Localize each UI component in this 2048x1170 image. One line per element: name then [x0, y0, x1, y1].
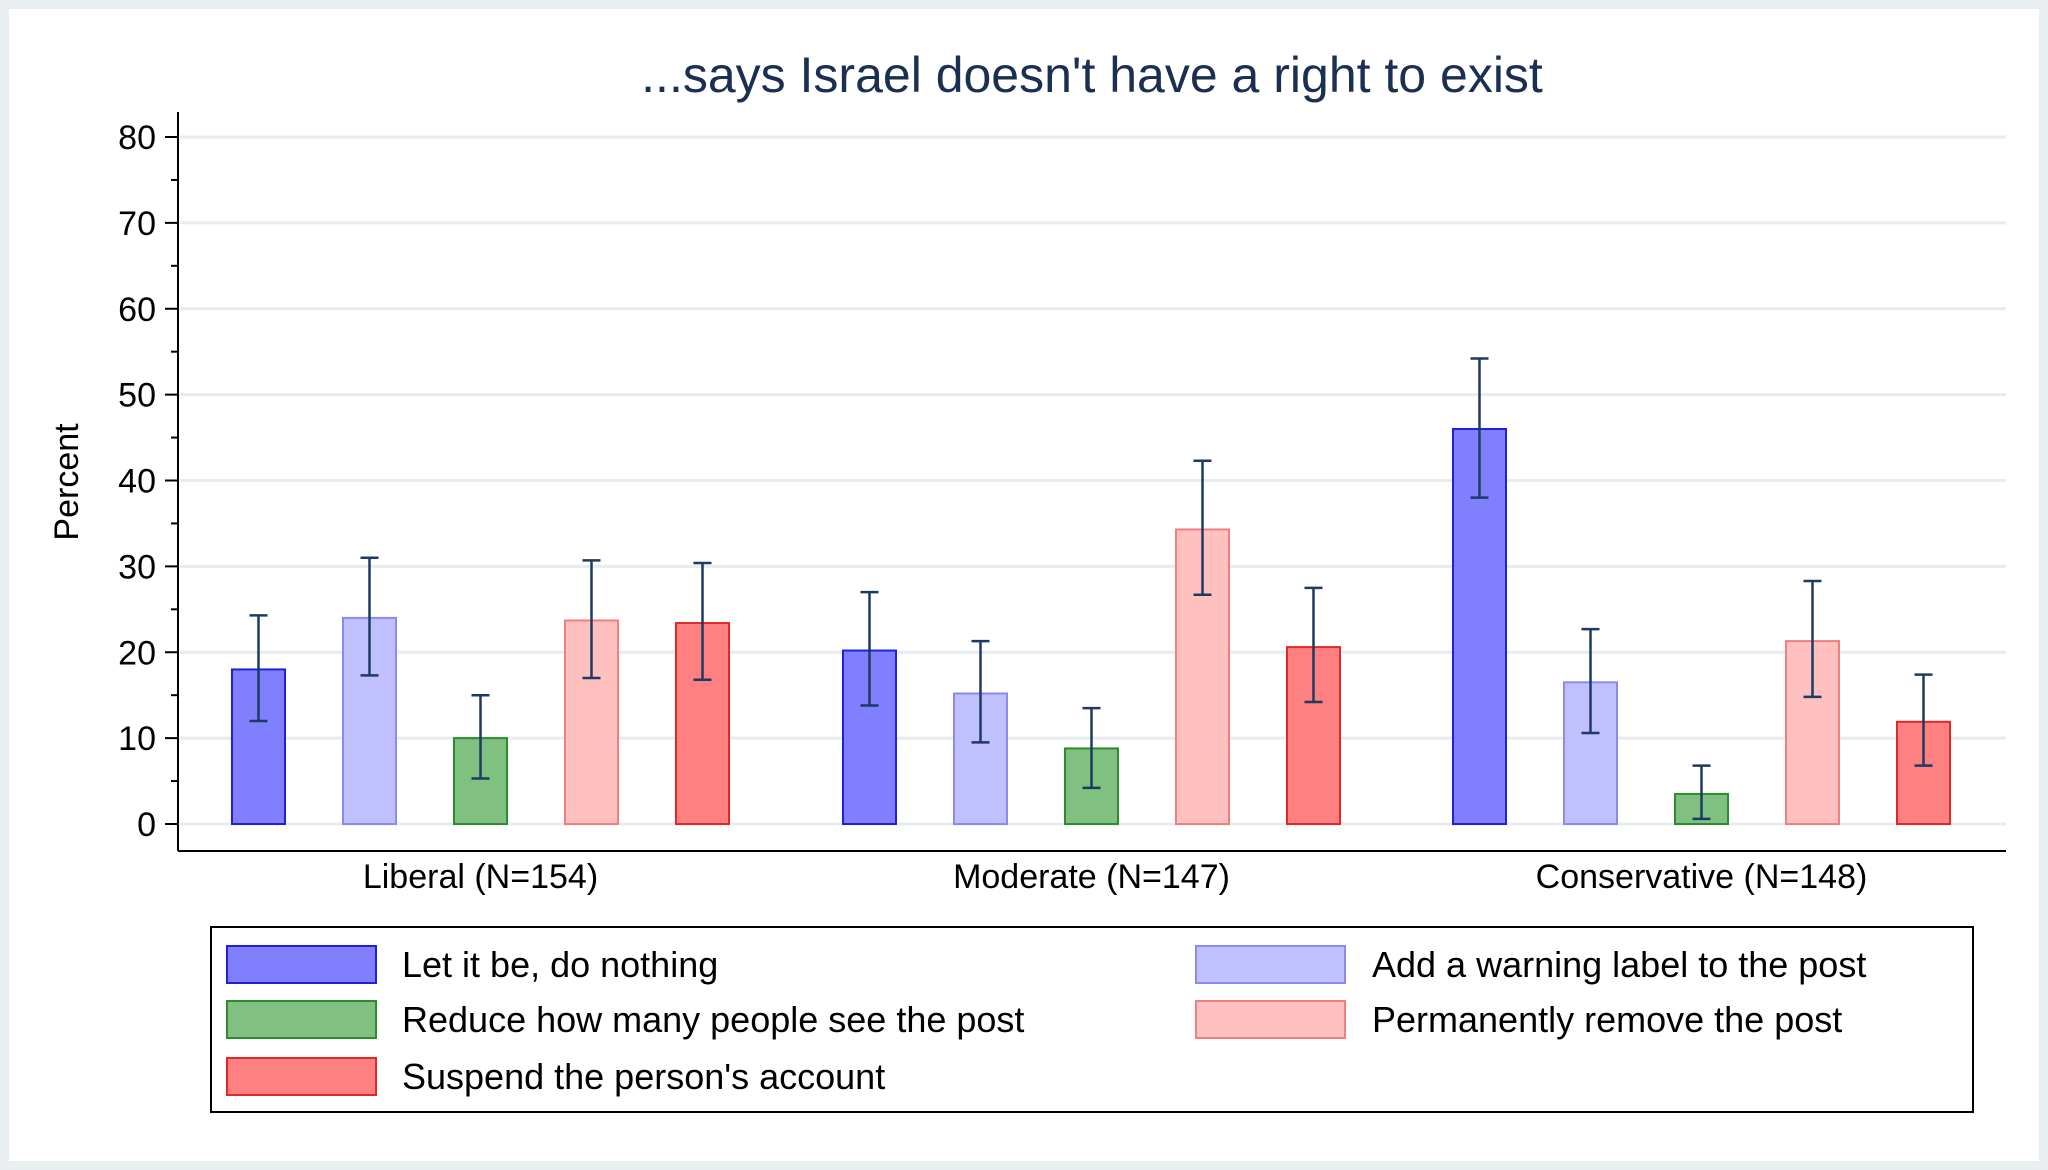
y-tick-label: 20	[118, 634, 156, 672]
y-tick-label: 10	[118, 720, 156, 758]
axes	[165, 112, 2006, 852]
x-tick-label: Conservative (N=148)	[1536, 858, 1868, 896]
error-bars	[249, 357, 1933, 821]
legend-swatch	[226, 945, 377, 984]
legend-label: Suspend the person's account	[402, 1056, 885, 1097]
legend-label: Permanently remove the post	[1372, 999, 1842, 1040]
y-tick-label: 0	[137, 806, 156, 844]
y-tick-label: 60	[118, 291, 156, 329]
legend-label: Let it be, do nothing	[402, 944, 718, 985]
gridlines	[180, 135, 2006, 826]
y-tick-label: 30	[118, 548, 156, 586]
legend-swatch	[1195, 945, 1346, 984]
y-axis-label: Percent	[48, 423, 86, 541]
legend-label: Add a warning label to the post	[1372, 944, 1866, 985]
legend: Let it be, do nothing Add a warning label…	[210, 926, 1974, 1113]
y-tick-label: 40	[118, 463, 156, 501]
bars	[231, 427, 1951, 826]
y-tick-label: 80	[118, 119, 156, 157]
legend-label: Reduce how many people see the post	[402, 999, 1024, 1040]
legend-box	[210, 926, 1974, 1113]
y-tick-label: 70	[118, 205, 156, 243]
legend-swatch	[226, 1057, 377, 1096]
legend-swatch	[1195, 1000, 1346, 1039]
legend-swatch	[226, 1000, 377, 1039]
x-tick-labels: Liberal (N=154) Moderate (N=147) Conservat…	[363, 858, 1867, 896]
y-tick-label: 50	[118, 377, 156, 415]
y-tick-labels: 0 10 20 30 40 50 60 70 80	[118, 119, 156, 844]
x-tick-label: Liberal (N=154)	[363, 858, 598, 896]
x-tick-label: Moderate (N=147)	[953, 858, 1230, 896]
chart-title: ...says Israel doesn't have a right to e…	[641, 47, 1543, 103]
